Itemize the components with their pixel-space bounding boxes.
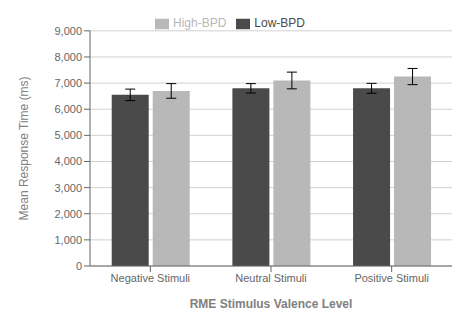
svg-text:1,000: 1,000 xyxy=(54,234,82,246)
svg-text:Mean Response Time (ms): Mean Response Time (ms) xyxy=(17,76,31,220)
svg-text:Positive Stimuli: Positive Stimuli xyxy=(354,272,429,284)
svg-text:7,000: 7,000 xyxy=(54,77,82,89)
svg-text:Neutral Stimuli: Neutral Stimuli xyxy=(235,272,307,284)
svg-text:5,000: 5,000 xyxy=(54,129,82,141)
html-text:High-BPD: High-BPD xyxy=(173,16,227,30)
svg-text:4,000: 4,000 xyxy=(54,155,82,167)
html-text:Low-BPD: Low-BPD xyxy=(254,16,305,30)
svg-text:8,000: 8,000 xyxy=(54,51,82,63)
svg-text:RME Stimulus Valence Level: RME Stimulus Valence Level xyxy=(190,297,353,311)
svg-text:9,000: 9,000 xyxy=(54,25,82,37)
svg-text:2,000: 2,000 xyxy=(54,208,82,220)
svg-text:Negative Stimuli: Negative Stimuli xyxy=(111,272,190,284)
svg-text:6,000: 6,000 xyxy=(54,103,82,115)
svg-text:0: 0 xyxy=(76,260,82,272)
svg-text:3,000: 3,000 xyxy=(54,182,82,194)
